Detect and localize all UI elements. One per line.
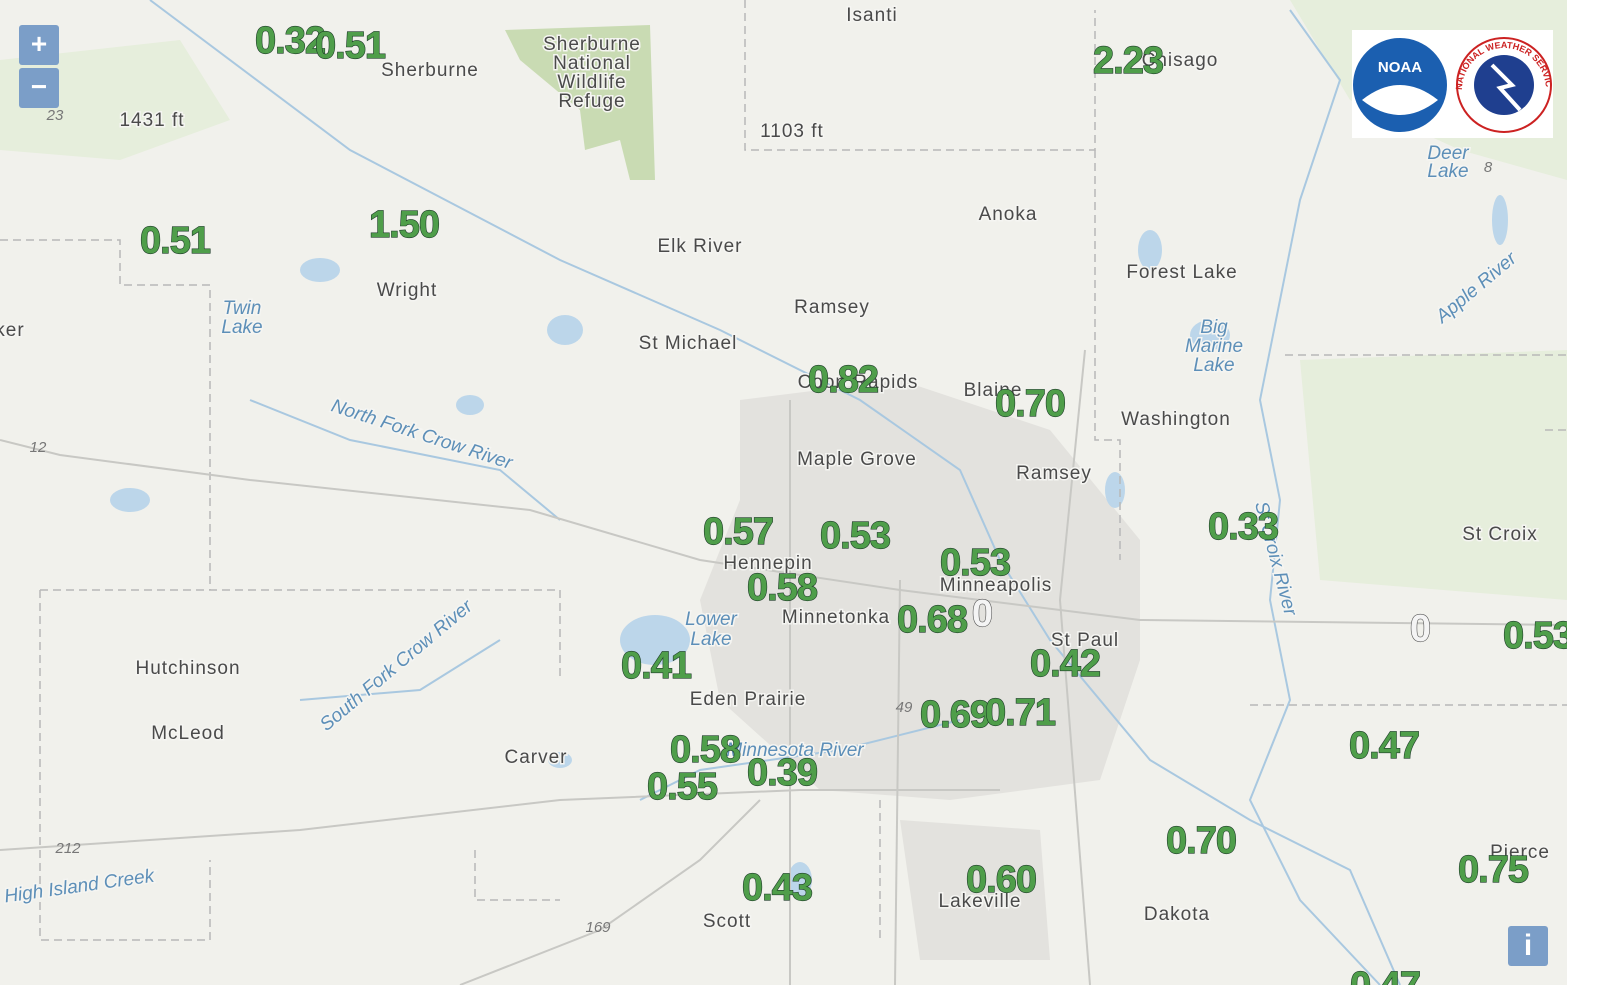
rivers — [149, 0, 1401, 985]
place-label: 1103 ft — [760, 121, 824, 142]
precip-value: 0.75 — [1458, 849, 1529, 891]
place-label: Sherburne — [543, 34, 641, 55]
precip-value: 0.47 — [1350, 965, 1420, 985]
route-shield: 49 — [896, 699, 913, 716]
precip-value: 0.70 — [995, 383, 1065, 425]
place-label: Refuge — [558, 91, 625, 112]
precip-value: 0.33 — [1208, 506, 1278, 548]
water-label: Lower — [685, 609, 737, 630]
agency-logos: NOAA NATIONAL WEATHER SERVICE — [1352, 30, 1553, 138]
county-borders — [0, 0, 1567, 941]
place-label: Minneapolis — [940, 575, 1052, 596]
precip-value: 2.23 — [1093, 40, 1163, 82]
precip-value: 0.60 — [966, 859, 1036, 901]
place-label: Dakota — [1144, 904, 1210, 925]
precip-value: 0.58 — [747, 567, 817, 609]
place-label: 1431 ft — [119, 110, 184, 131]
water-label: High Island Creek — [3, 865, 157, 907]
zoom-out-button[interactable]: − — [19, 68, 59, 108]
place-label: Scott — [703, 911, 751, 932]
place-label: Elk River — [657, 236, 742, 257]
precip-value: 0.71 — [985, 692, 1056, 734]
place-label: Isanti — [846, 5, 897, 26]
place-label: Sherburne — [381, 60, 479, 81]
water-label: Lake — [221, 317, 262, 338]
place-label: McLeod — [151, 723, 225, 744]
place-label: Coon Rapids — [798, 372, 919, 393]
roads — [0, 349, 1567, 985]
precip-value: 0.53 — [1503, 615, 1567, 657]
zoom-in-button[interactable]: + — [19, 25, 59, 65]
place-label: St Paul — [1051, 630, 1119, 651]
precip-value: 0.51 — [315, 25, 386, 67]
precip-value: 0.53 — [940, 542, 1010, 584]
place-label: Wildlife — [557, 72, 626, 93]
place-label: Hutchinson — [135, 658, 240, 679]
place-label: Ramsey — [1016, 463, 1092, 484]
precip-value: 0.69 — [920, 694, 990, 736]
info-button[interactable]: i — [1508, 926, 1548, 966]
precip-value: 0.42 — [1030, 643, 1100, 685]
place-label: Lakeville — [939, 891, 1022, 912]
water-label: Marine — [1185, 336, 1243, 357]
place-label: Eden Prairie — [690, 689, 807, 710]
place-label: Ramsey — [794, 297, 870, 318]
water-label: Lake — [1427, 161, 1468, 182]
place-label: Meeker — [0, 320, 25, 341]
place-label: Anoka — [979, 204, 1038, 225]
place-label: Pierce — [1490, 842, 1550, 863]
urban-area — [700, 380, 1140, 960]
place-label: National — [553, 53, 631, 74]
water-label: Apple River — [1431, 248, 1521, 328]
place-label: Washington — [1121, 409, 1231, 430]
precip-value: 0.53 — [820, 515, 890, 557]
place-label: Chisago — [1142, 50, 1219, 71]
lakes — [110, 195, 1508, 898]
water-label: Deer — [1427, 143, 1469, 164]
precip-value: 0.39 — [747, 752, 817, 794]
precip-value: 0.43 — [742, 867, 812, 909]
place-label: Hennepin — [723, 553, 812, 574]
place-label: Carver — [504, 747, 567, 768]
precip-value: 0.58 — [670, 729, 740, 771]
route-shield: 212 — [54, 840, 81, 857]
water-label: Minnesota River — [726, 740, 864, 761]
place-label: Blaine — [964, 380, 1023, 401]
route-shield: 23 — [46, 107, 64, 124]
precip-value: 0.70 — [1166, 820, 1236, 862]
logo-art: NOAA NATIONAL WEATHER SERVICE — [1352, 30, 1553, 133]
precip-value: 0.57 — [703, 511, 773, 553]
place-label: St Michael — [639, 333, 738, 354]
precip-value: 0.82 — [808, 359, 878, 401]
place-label: St Croix — [1462, 524, 1538, 545]
route-shield: 8 — [1484, 159, 1493, 176]
observations: 0.320.51 2.230.51 1.500.820.700.57 0.53 0.33… — [139, 19, 1567, 985]
noaa-text: NOAA — [1378, 59, 1422, 76]
precip-value: 0.68 — [897, 599, 967, 641]
route-shield: 12 — [30, 439, 47, 456]
place-label: Maple Grove — [797, 449, 917, 470]
place-label: Wright — [377, 280, 438, 301]
precip-value: 0.47 — [1349, 725, 1419, 767]
precip-value: 0 — [972, 593, 992, 635]
precip-value: 0 — [1410, 608, 1430, 650]
map-canvas: IsantiSherburneSherburneNationalWildlife… — [0, 0, 1567, 985]
route-shield: 169 — [585, 919, 611, 936]
place-label: Forest Lake — [1126, 262, 1237, 283]
water-label: Lake — [1193, 355, 1234, 376]
place-label: Minnetonka — [782, 607, 890, 628]
precip-value: 1.50 — [369, 204, 439, 246]
water-label: North Fork Crow River — [329, 396, 516, 475]
precip-value: 0.41 — [621, 645, 692, 687]
precip-value: 0.55 — [647, 766, 718, 808]
water-label: Lake — [690, 629, 731, 650]
water-label: Big — [1200, 317, 1228, 338]
water-label: Twin — [223, 298, 262, 319]
water-label: South Fork Crow River — [316, 596, 477, 736]
precip-value: 0.32 — [255, 20, 325, 62]
map[interactable]: Isanti Sherburne Sherburne National Wildlife… — [0, 0, 1567, 985]
precip-value: 0.51 — [140, 220, 211, 262]
